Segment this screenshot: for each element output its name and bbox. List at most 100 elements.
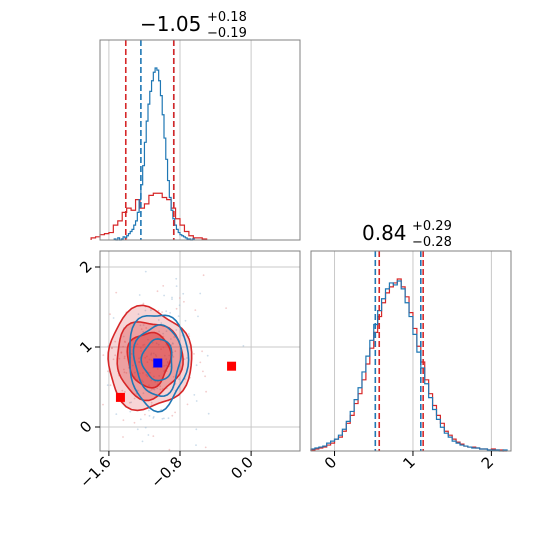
histogram-param-1 [90, 39, 301, 241]
contour-line-blue-0 [129, 314, 190, 413]
contour-line-red-2 [126, 331, 172, 389]
scatter-point [112, 317, 115, 319]
scatter-point [138, 294, 141, 296]
scatter-point [242, 345, 245, 347]
contour-x-ticklabel-0: −1.6 [76, 453, 114, 491]
scatter-point [157, 309, 160, 312]
scatter-point [171, 296, 173, 299]
contour-line-blue-1 [132, 323, 183, 397]
scatter-point [123, 355, 126, 358]
scatter-point [139, 347, 142, 349]
scatter-point [151, 341, 154, 344]
scatter-point [140, 350, 143, 352]
scatter-point [193, 353, 195, 355]
scatter-point [204, 375, 207, 378]
scatter-point [148, 409, 150, 412]
scatter-point [178, 378, 180, 381]
scatter-point [158, 330, 161, 333]
scatter-point [115, 291, 118, 294]
scatter-point [145, 374, 148, 376]
scatter-point [199, 292, 202, 295]
contour-x-ticklabel-2: 0.0 [227, 453, 257, 483]
scatter-point [152, 417, 155, 419]
scatter-point [187, 333, 190, 335]
scatter-point [107, 370, 109, 373]
scatter-point [156, 387, 159, 390]
scatter-point [178, 297, 181, 299]
scatter-point [195, 428, 198, 431]
scatter-point [142, 330, 145, 333]
scatter-point [158, 375, 161, 377]
hist1-step-blue [113, 67, 195, 241]
scatter-point [172, 376, 175, 378]
scatter-point [182, 292, 185, 295]
scatter-point [144, 413, 146, 416]
scatter-point [145, 327, 148, 329]
scatter-point [133, 421, 136, 424]
contour-frame [99, 250, 301, 452]
scatter-point [134, 345, 137, 348]
scatter-point [160, 408, 163, 411]
scatter-point [152, 352, 155, 355]
scatter-point [171, 298, 173, 300]
histogram-param-1-frame [99, 39, 301, 241]
scatter-point [174, 350, 177, 353]
scatter-point [149, 372, 151, 374]
scatter-point [148, 384, 150, 387]
scatter-point [150, 352, 153, 355]
scatter-point [139, 324, 142, 327]
scatter-point [163, 294, 166, 297]
scatter-point [129, 410, 132, 413]
scatter-point [163, 365, 166, 367]
contour-level-lines [107, 304, 193, 413]
scatter-point [146, 361, 149, 363]
histogram-param-1-grid [108, 40, 252, 240]
hist2-ticklabel-0: 0 [321, 453, 340, 472]
scatter-point [204, 446, 207, 449]
scatter-point [121, 389, 124, 392]
histogram-param-2-x-ticks: 0 1 2 [321, 451, 497, 473]
scatter-point [124, 391, 126, 393]
scatter-point [160, 348, 163, 350]
scatter-point [139, 418, 142, 421]
scatter-point [142, 381, 144, 383]
scatter-point [183, 300, 185, 303]
histogram-param-2-frame [310, 250, 512, 452]
scatter-point [137, 313, 140, 315]
scatter-point [106, 384, 109, 386]
scatter-point [186, 403, 189, 406]
histogram-param-2-grid [334, 251, 492, 451]
scatter-point [131, 364, 134, 367]
scatter-point [138, 357, 140, 360]
scatter-point [138, 361, 141, 364]
scatter-point [163, 354, 166, 357]
contour-line-red-0 [107, 304, 193, 412]
scatter-point [175, 277, 178, 280]
scatter-point [123, 357, 126, 360]
scatter-point [201, 350, 204, 353]
scatter-point [150, 389, 153, 391]
scatter-point [225, 307, 228, 309]
scatter-point [138, 372, 141, 375]
scatter-point [172, 356, 175, 358]
scatter-point [172, 343, 174, 345]
title-param-1-plus: +0.18 [207, 10, 247, 25]
scatter-point [153, 375, 155, 378]
scatter-point [152, 435, 155, 437]
scatter-point [109, 384, 112, 387]
scatter-point [115, 413, 118, 415]
scatter-point [122, 436, 124, 438]
scatter-point [118, 357, 121, 360]
hist2-step-blue [310, 280, 508, 452]
contour-markers [115, 358, 237, 402]
scatter-point [155, 342, 158, 345]
scatter-point [136, 428, 139, 431]
scatter-point [123, 368, 125, 371]
scatter-point [155, 355, 158, 358]
scatter-point [157, 343, 160, 346]
scatter-point [112, 358, 115, 361]
scatter-point [163, 417, 165, 420]
title-param-1-value: −1.05 [140, 12, 201, 36]
contour-x-ticks: −1.6 −0.8 0.0 [76, 451, 257, 492]
scatter-point [161, 417, 164, 420]
